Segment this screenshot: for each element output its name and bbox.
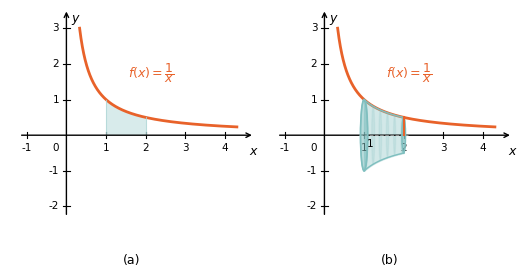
Text: 4: 4 [480,143,486,153]
Text: x: x [250,145,257,158]
Text: -1: -1 [307,166,317,176]
Ellipse shape [401,117,403,153]
Text: y: y [71,12,78,25]
Ellipse shape [402,117,405,153]
Text: $f(x) = \dfrac{1}{x}$: $f(x) = \dfrac{1}{x}$ [386,61,433,85]
Text: -1: -1 [21,143,32,153]
Text: 0: 0 [53,143,59,153]
Text: (b): (b) [381,254,399,267]
Ellipse shape [372,106,374,164]
Text: 3: 3 [311,23,317,33]
Text: x: x [508,145,515,158]
Text: 2: 2 [53,59,59,69]
Text: 2: 2 [142,143,149,153]
Text: 3: 3 [53,23,59,33]
Text: y: y [329,12,337,25]
Ellipse shape [394,115,395,155]
Text: 1: 1 [103,143,109,153]
Text: -1: -1 [280,143,290,153]
Text: 3: 3 [440,143,447,153]
Ellipse shape [360,100,368,171]
Text: 0: 0 [311,143,317,153]
Text: (a): (a) [123,254,141,267]
Text: $f(x) = \dfrac{1}{x}$: $f(x) = \dfrac{1}{x}$ [128,61,175,85]
Text: 1: 1 [367,140,373,150]
Text: -2: -2 [307,201,317,212]
Ellipse shape [386,113,389,158]
Text: 2: 2 [401,143,407,153]
Text: 3: 3 [182,143,189,153]
Text: 1: 1 [53,94,59,105]
Ellipse shape [379,110,382,161]
Ellipse shape [365,101,368,169]
Text: 4: 4 [222,143,228,153]
Text: -1: -1 [49,166,59,176]
Text: 1: 1 [361,143,367,153]
Text: -2: -2 [49,201,59,212]
Text: 2: 2 [311,59,317,69]
Text: 1: 1 [311,94,317,105]
